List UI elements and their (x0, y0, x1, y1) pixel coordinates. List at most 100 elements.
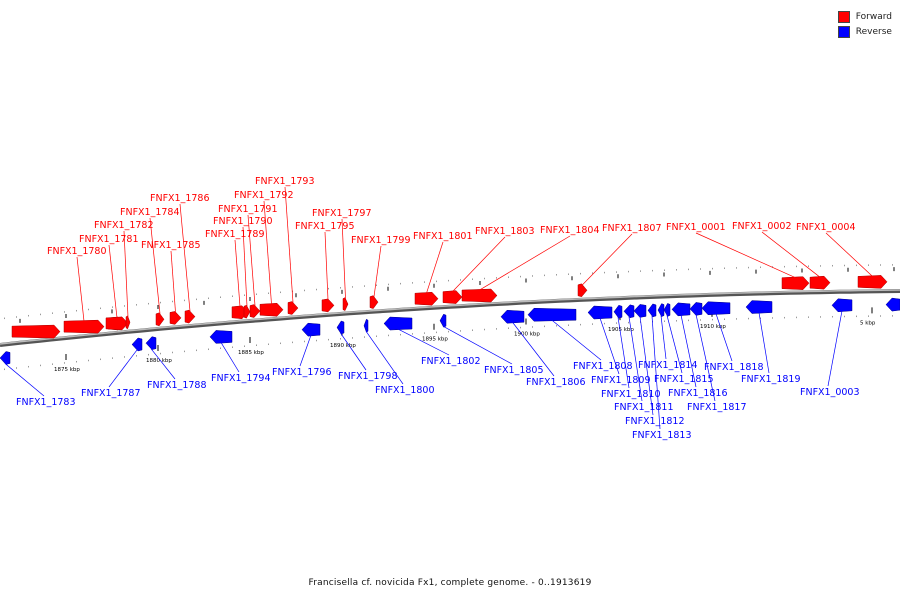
guide-dot (868, 315, 869, 317)
gene-leader-line (628, 316, 643, 402)
gene-arrow-forward[interactable] (577, 283, 588, 298)
guide-dot (340, 338, 341, 340)
gene-arrow-reverse[interactable] (689, 302, 703, 316)
guide-dot (16, 316, 17, 318)
gene-label-reverse: FNFX1_1806 (526, 377, 586, 388)
gene-arrow-forward[interactable] (321, 298, 335, 313)
gene-leader-line (284, 186, 294, 303)
gene-leader-line (660, 315, 667, 360)
gene-arrow-forward[interactable] (781, 276, 810, 290)
gene-arrow-reverse[interactable] (657, 303, 665, 317)
guide-dot (880, 264, 881, 266)
gene-arrow-forward[interactable] (249, 304, 261, 318)
gene-arrow-forward[interactable] (369, 295, 379, 309)
gene-leader-line (442, 325, 513, 365)
gene-arrow-forward[interactable] (287, 301, 299, 315)
gene-label-reverse: FNFX1_1816 (668, 388, 728, 399)
gene-arrow-forward[interactable] (11, 324, 61, 339)
gene-arrow-reverse[interactable] (647, 303, 657, 318)
gene-arrow-reverse[interactable] (383, 316, 413, 331)
guide-dot (88, 359, 89, 362)
guide-dot (76, 309, 77, 312)
gene-leader-line (149, 217, 161, 314)
gene-label-reverse: FNFX1_1796 (272, 367, 332, 378)
guide-dot (496, 277, 497, 279)
gene-arrow-forward[interactable] (259, 302, 284, 317)
gene-label-reverse: FNFX1_1808 (573, 361, 633, 372)
guide-dot (784, 316, 785, 319)
gene-arrow-reverse[interactable] (623, 304, 635, 319)
gene-arrow-reverse[interactable] (745, 300, 773, 314)
gene-arrow-reverse[interactable] (587, 305, 613, 320)
gene-label-forward: FNFX1_0001 (666, 222, 726, 233)
gene-arrow-forward[interactable] (155, 312, 165, 327)
gene-arrow-forward[interactable] (63, 319, 105, 334)
gene-label-reverse: FNFX1_1794 (211, 373, 271, 384)
guide-dot (292, 341, 293, 344)
gene-label-forward: FNFX1_1781 (79, 234, 139, 245)
gene-arrow-reverse[interactable] (336, 320, 345, 335)
gene-arrow-reverse[interactable] (363, 318, 369, 333)
legend-reverse: Reverse (837, 24, 892, 39)
guide-dot (796, 265, 797, 268)
gene-arrow-forward[interactable] (184, 309, 196, 324)
guide-dot (712, 318, 713, 321)
guide-dot (40, 313, 41, 316)
gene-arrow-reverse[interactable] (831, 298, 853, 313)
gene-arrow-reverse[interactable] (209, 330, 233, 344)
gene-leader-line (599, 317, 620, 375)
gene-arrow-forward[interactable] (414, 291, 439, 306)
gene-arrow-forward[interactable] (342, 297, 349, 311)
gene-arrow-reverse[interactable] (633, 304, 647, 318)
guide-dot (544, 325, 545, 328)
gene-label-forward: FNFX1_1785 (141, 240, 201, 251)
legend-forward-label: Forward (855, 11, 892, 22)
gene-leader-line (150, 348, 176, 380)
gene-arrow-reverse[interactable] (885, 297, 900, 312)
gene-arrow-reverse[interactable] (145, 336, 157, 350)
gene-arrow-forward[interactable] (442, 290, 463, 304)
gene-leader-line (479, 235, 571, 291)
gene-arrow-forward[interactable] (243, 304, 251, 319)
guide-dot (64, 362, 65, 364)
gene-arrow-forward[interactable] (125, 315, 131, 330)
gene-label-reverse: FNFX1_1802 (421, 356, 481, 367)
guide-dot (412, 333, 413, 335)
guide-dot (808, 265, 809, 267)
guide-dot (436, 331, 437, 334)
gene-arrow-reverse[interactable] (663, 303, 671, 317)
guide-dot (760, 266, 761, 269)
gene-label-reverse: FNFX1_1805 (484, 365, 544, 376)
gene-arrow-reverse[interactable] (527, 307, 577, 322)
guide-dot (316, 339, 317, 342)
gene-arrow-forward[interactable] (169, 311, 182, 325)
guide-dot (220, 296, 221, 298)
guide-dot (304, 340, 305, 343)
gene-label-forward: FNFX1_1797 (312, 208, 372, 219)
gene-arrow-reverse[interactable] (0, 351, 11, 365)
gene-arrow-forward[interactable] (105, 316, 129, 331)
guide-dot (208, 348, 209, 351)
gene-label-forward: FNFX1_1803 (475, 226, 535, 237)
gene-arrow-forward[interactable] (809, 275, 831, 290)
guide-dot (160, 301, 161, 304)
gene-label-reverse: FNFX1_1815 (654, 374, 714, 385)
guide-dot (520, 275, 521, 278)
guide-dot (736, 267, 737, 269)
gene-arrow-forward[interactable] (461, 288, 498, 303)
gene-arrow-reverse[interactable] (701, 301, 731, 315)
legend-reverse-label: Reverse (855, 26, 892, 37)
gene-arrow-forward[interactable] (857, 275, 888, 289)
guide-dot (748, 266, 749, 269)
gene-arrow-reverse[interactable] (500, 309, 525, 324)
gene-arrow-reverse[interactable] (613, 304, 623, 319)
guide-dot (436, 280, 437, 283)
gene-arrow-reverse[interactable] (439, 313, 447, 328)
gene-arrow-reverse[interactable] (131, 337, 143, 352)
guide-dot (844, 264, 845, 267)
gene-arrow-reverse[interactable] (301, 322, 321, 337)
gene-arrow-reverse[interactable] (671, 302, 691, 317)
guide-dot (124, 305, 125, 307)
guide-dot (88, 308, 89, 311)
gene-label-forward: FNFX1_1784 (120, 207, 180, 218)
